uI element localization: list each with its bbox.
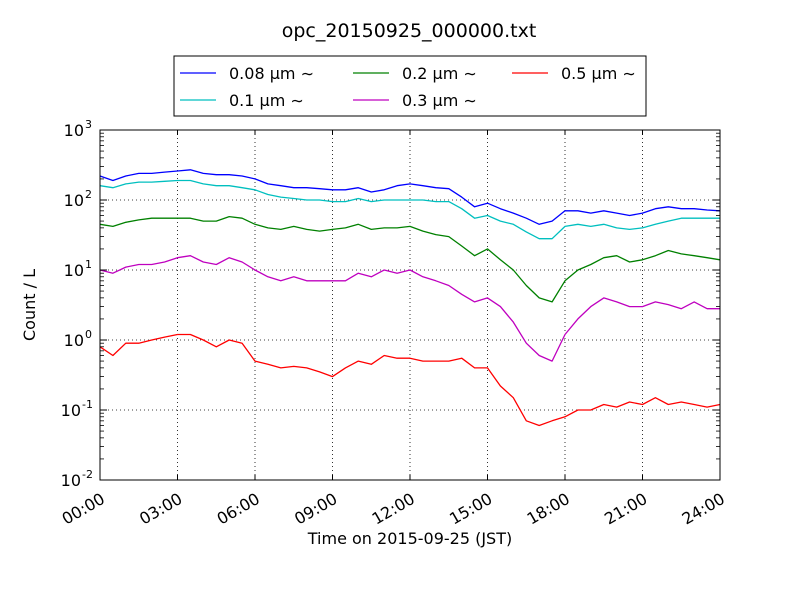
x-tick-label: 00:00 bbox=[59, 489, 108, 529]
y-tick-label: 10 0 bbox=[64, 328, 92, 350]
y-tick-label-exponent: -2 bbox=[82, 468, 93, 481]
series-line-0 bbox=[99, 169, 721, 225]
plot-area bbox=[99, 129, 721, 481]
y-tick-label-base: 10 bbox=[64, 331, 84, 350]
x-tick-labels: 00:00 03:00 06:00 09:00 12:00 15:00 18:00 21:00… bbox=[59, 489, 728, 529]
series-line-2 bbox=[99, 215, 721, 303]
y-tick-label-exponent: 0 bbox=[85, 328, 92, 341]
legend-label: 0.5 μm ∼ bbox=[561, 64, 636, 83]
x-tick-label: 15:00 bbox=[446, 489, 495, 529]
series-lines bbox=[99, 169, 721, 427]
x-tick-label: 21:00 bbox=[601, 489, 650, 529]
chart-title: opc_20150925_000000.txt bbox=[282, 20, 537, 42]
legend-label: 0.2 μm ∼ bbox=[402, 64, 477, 83]
x-tick-label: 06:00 bbox=[214, 489, 263, 529]
x-tick-label: 24:00 bbox=[679, 489, 728, 529]
y-axis-label: Count / L bbox=[20, 269, 39, 341]
y-tick-label-exponent: 2 bbox=[85, 188, 92, 201]
legend: 0.08 μm ∼ 0.1 μm ∼ 0.2 μm ∼ 0.3 μm ∼ 0.5 μm … bbox=[173, 55, 647, 117]
legend-entry: 0.5 μm ∼ bbox=[512, 64, 636, 83]
y-tick-label-exponent: 1 bbox=[85, 258, 92, 271]
x-tick-label: 03:00 bbox=[136, 489, 185, 529]
legend-entry: 0.3 μm ∼ bbox=[353, 91, 477, 110]
y-tick-label: 10 2 bbox=[64, 188, 92, 210]
series-line-4 bbox=[99, 333, 721, 427]
legend-label: 0.1 μm ∼ bbox=[229, 91, 304, 110]
y-tick-label: 10 1 bbox=[64, 258, 92, 280]
y-tick-label-base: 10 bbox=[61, 471, 81, 490]
grid bbox=[100, 130, 720, 480]
y-tick-label-base: 10 bbox=[64, 261, 84, 280]
y-tick-label: 10 3 bbox=[64, 118, 92, 140]
y-tick-label: 10 -1 bbox=[61, 398, 93, 420]
plot-border bbox=[99, 129, 721, 481]
x-axis-label: Time on 2015-09-25 (JST) bbox=[307, 529, 512, 548]
series-line-1 bbox=[99, 179, 720, 240]
y-tick-label-exponent: -1 bbox=[82, 398, 93, 411]
x-tick-label: 12:00 bbox=[369, 489, 418, 529]
legend-box bbox=[173, 55, 647, 117]
plot-frame bbox=[99, 129, 721, 481]
legend-label: 0.3 μm ∼ bbox=[402, 91, 477, 110]
legend-label: 0.08 μm ∼ bbox=[229, 64, 314, 83]
y-tick-label-base: 10 bbox=[64, 121, 84, 140]
x-tick-label: 18:00 bbox=[524, 489, 573, 529]
legend-entry: 0.2 μm ∼ bbox=[353, 64, 477, 83]
legend-entry: 0.1 μm ∼ bbox=[180, 91, 304, 110]
y-tick-label-exponent: 3 bbox=[85, 118, 92, 131]
y-tick-label: 10 -2 bbox=[61, 468, 93, 490]
series-line-3 bbox=[99, 255, 720, 362]
x-tick-label: 09:00 bbox=[291, 489, 340, 529]
y-tick-label-base: 10 bbox=[64, 191, 84, 210]
y-tick-label-base: 10 bbox=[61, 401, 81, 420]
legend-entry: 0.08 μm ∼ bbox=[180, 64, 314, 83]
